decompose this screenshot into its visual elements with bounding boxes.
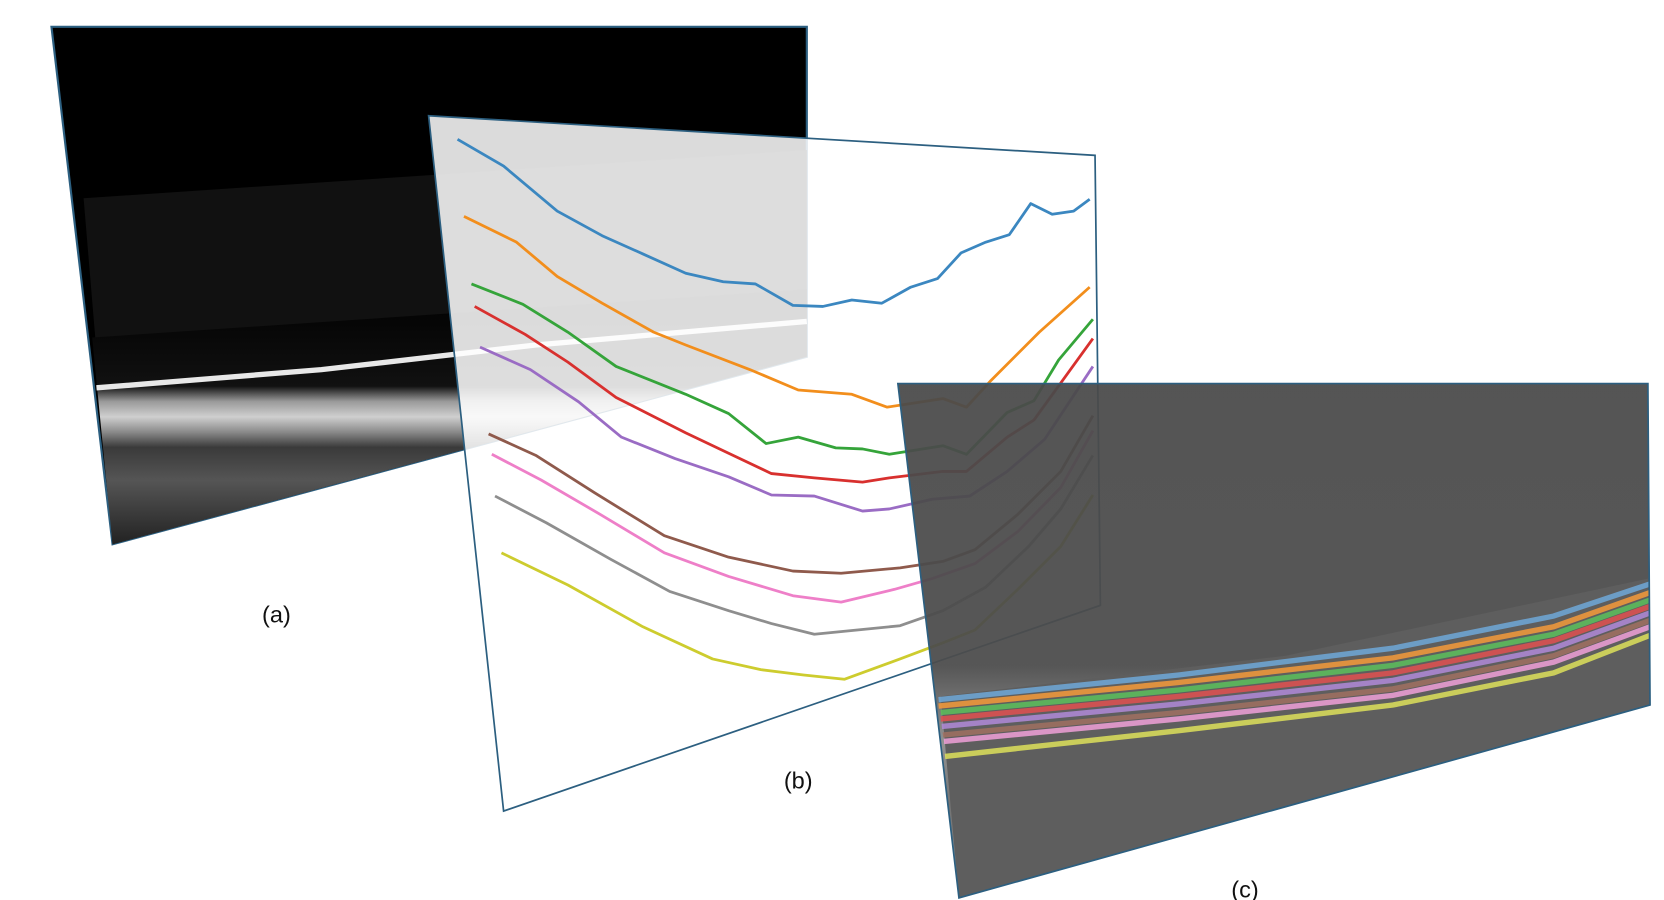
diagram: (a) (b) (c) bbox=[0, 0, 1664, 900]
panel-c bbox=[898, 384, 1650, 898]
page: (a) (b) (c) (() => { const data = JSON.p… bbox=[0, 0, 1664, 900]
panel-label: (c) bbox=[1231, 877, 1258, 900]
panel-label: (a) bbox=[262, 601, 291, 627]
panel-label: (b) bbox=[784, 767, 813, 793]
